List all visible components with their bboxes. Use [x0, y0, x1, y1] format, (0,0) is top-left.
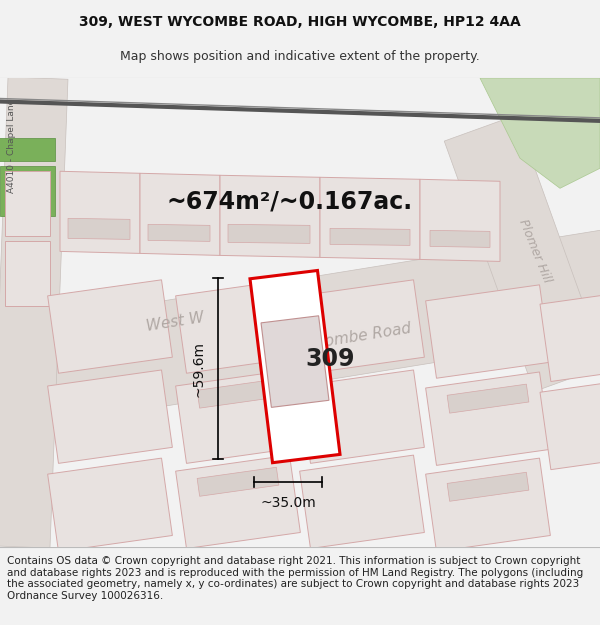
Text: 309, WEST WYCOMBE ROAD, HIGH WYCOMBE, HP12 4AA: 309, WEST WYCOMBE ROAD, HIGH WYCOMBE, HP… — [79, 15, 521, 29]
Polygon shape — [47, 370, 172, 463]
Polygon shape — [330, 228, 410, 246]
Polygon shape — [299, 370, 424, 463]
Polygon shape — [68, 218, 130, 239]
Polygon shape — [420, 179, 500, 261]
Polygon shape — [176, 280, 301, 373]
Polygon shape — [197, 379, 279, 408]
Text: ycombe Road: ycombe Road — [307, 321, 413, 352]
Polygon shape — [447, 472, 529, 501]
Text: Map shows position and indicative extent of the property.: Map shows position and indicative extent… — [120, 50, 480, 62]
Text: 309: 309 — [305, 347, 355, 371]
Polygon shape — [540, 292, 600, 381]
Polygon shape — [140, 173, 220, 256]
Polygon shape — [220, 175, 320, 258]
Polygon shape — [444, 116, 600, 391]
Polygon shape — [261, 316, 329, 408]
Polygon shape — [60, 171, 140, 253]
Polygon shape — [320, 177, 420, 259]
Polygon shape — [430, 231, 490, 248]
Polygon shape — [0, 138, 55, 161]
Polygon shape — [425, 458, 550, 551]
Text: ~674m²/~0.167ac.: ~674m²/~0.167ac. — [167, 189, 413, 213]
Text: Contains OS data © Crown copyright and database right 2021. This information is : Contains OS data © Crown copyright and d… — [7, 556, 583, 601]
Polygon shape — [447, 384, 529, 413]
Text: ~59.6m: ~59.6m — [192, 341, 206, 397]
Polygon shape — [425, 285, 550, 378]
Polygon shape — [197, 468, 279, 496]
Polygon shape — [0, 166, 55, 216]
Polygon shape — [299, 455, 424, 549]
Polygon shape — [176, 370, 301, 463]
Polygon shape — [148, 224, 210, 241]
Polygon shape — [425, 372, 550, 466]
Polygon shape — [0, 230, 600, 433]
Polygon shape — [250, 271, 340, 462]
Polygon shape — [480, 78, 600, 188]
Polygon shape — [176, 455, 301, 549]
Polygon shape — [47, 458, 172, 551]
Text: ~35.0m: ~35.0m — [260, 496, 316, 510]
Polygon shape — [0, 77, 68, 548]
Polygon shape — [5, 241, 50, 306]
Polygon shape — [299, 280, 424, 373]
Polygon shape — [47, 280, 172, 373]
Text: A4010 - Chapel Lane: A4010 - Chapel Lane — [7, 99, 17, 193]
Text: West W: West W — [145, 309, 205, 334]
Polygon shape — [5, 171, 50, 236]
Polygon shape — [228, 224, 310, 243]
Text: Plomer Hill: Plomer Hill — [517, 217, 554, 285]
Polygon shape — [540, 380, 600, 469]
